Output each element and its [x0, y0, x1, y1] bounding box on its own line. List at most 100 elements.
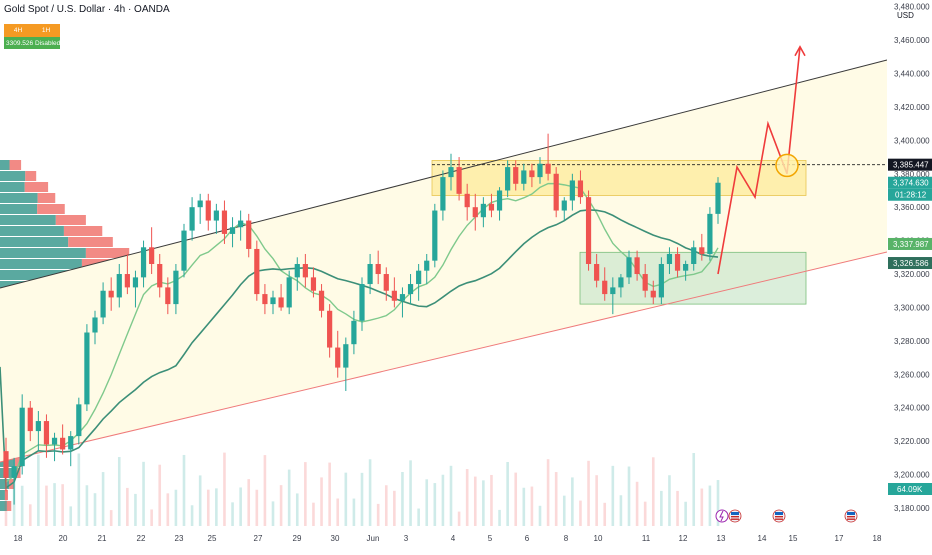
x-tick-label: 4	[451, 534, 456, 543]
y-tick-label: 3,260.000	[894, 370, 930, 379]
candle-body	[270, 297, 276, 305]
event-icons[interactable]	[715, 509, 858, 523]
volume-bars	[4, 452, 720, 526]
candle-body	[585, 197, 592, 264]
x-tick-label: 14	[758, 534, 767, 543]
candle-body	[440, 177, 446, 211]
x-tick-label: 15	[789, 534, 798, 543]
resistance-zone[interactable]	[431, 160, 807, 196]
vp-sell-bar	[68, 237, 113, 247]
candle-body	[658, 264, 664, 298]
candle-body	[561, 200, 567, 211]
candle-body	[84, 332, 90, 405]
candle-body	[254, 248, 260, 295]
volume-bar	[37, 454, 40, 526]
x-tick-label: 11	[642, 534, 651, 543]
x-tick-label: Jun	[367, 534, 380, 543]
volume-bar	[627, 466, 631, 526]
x-tick-label: 10	[594, 534, 603, 543]
projection-arrowhead	[794, 45, 806, 57]
lightning-glyph-icon	[719, 510, 724, 522]
volume-bar	[117, 457, 121, 526]
candle-body	[157, 264, 163, 288]
x-tick-label: 29	[293, 534, 302, 543]
vp-buy-bar	[0, 479, 10, 489]
timeframe-widget[interactable]: 4H 1H 3309.526 Disabled	[4, 24, 61, 50]
vp-buy-bar	[0, 204, 38, 214]
volume-bar	[279, 485, 283, 526]
volume-bar	[126, 487, 129, 526]
candle-body	[407, 284, 414, 295]
volume-bar	[562, 495, 566, 526]
channel-lower-line[interactable]	[0, 251, 888, 463]
volume-bar	[45, 485, 48, 526]
volume-bar	[4, 488, 8, 526]
candle-body	[108, 290, 114, 298]
volume-bar	[417, 508, 420, 526]
volume-bar	[514, 472, 518, 526]
candle-body	[480, 203, 486, 218]
volume-bar	[271, 501, 275, 526]
target-circle[interactable]	[775, 153, 799, 178]
vp-sell-bar	[55, 215, 86, 225]
candle-body	[683, 264, 689, 271]
x-tick-label: 6	[525, 534, 530, 543]
volume-bar	[700, 488, 704, 526]
vp-buy-bar	[0, 226, 64, 236]
candle-body	[674, 253, 681, 271]
volume-bar	[643, 501, 647, 526]
vp-sell-bar	[14, 457, 22, 467]
vp-buy-bar	[0, 171, 26, 181]
volume-bar	[93, 493, 97, 526]
volume-bar	[206, 489, 210, 526]
candle-body	[213, 210, 219, 221]
flag-stripe-icon	[847, 516, 855, 518]
volume-bar	[684, 501, 687, 526]
candle-body	[327, 310, 333, 348]
chart-title: Gold Spot / U.S. Dollar · 4h · OANDA	[4, 4, 170, 15]
y-tick-label: 3,240.000	[894, 404, 930, 413]
candle-body	[383, 274, 389, 291]
volume-bar	[231, 502, 234, 526]
countdown-label: 01:28:12	[895, 191, 927, 200]
vp-buy-bar	[0, 160, 10, 170]
candle-body	[399, 294, 406, 301]
candle-body	[569, 180, 575, 201]
x-tick-label: 22	[137, 534, 146, 543]
candle-body	[92, 317, 98, 333]
candle-body	[699, 247, 705, 254]
projection-arrow[interactable]	[717, 46, 801, 275]
flag-stripe-icon	[775, 512, 783, 515]
x-tick-label: 12	[679, 534, 688, 543]
volume-bar	[676, 490, 679, 526]
candle-body	[472, 207, 478, 218]
flag-stripe-icon	[731, 516, 739, 518]
vp-sell-bar	[63, 226, 103, 236]
tf-1h-button[interactable]: 1H	[32, 24, 60, 37]
vp-buy-bar	[0, 182, 25, 192]
volume-bar	[376, 503, 380, 526]
candle-body	[173, 270, 179, 305]
vp-buy-bar	[0, 259, 82, 269]
candle-body	[149, 247, 155, 264]
time-axis[interactable]: 18 20 21 22 23 25 27 29 30 Jun 3 4 5 6 8 10 11 12 13 14 15 17…	[0, 528, 887, 550]
price-tag: 3309.526 Disabled	[4, 37, 61, 49]
lightning-event-icon[interactable]	[715, 509, 729, 523]
tf-4h-button[interactable]: 4H	[4, 24, 32, 37]
candle-body	[197, 200, 203, 208]
candle-body	[238, 220, 244, 228]
flag-stripe-icon	[731, 518, 739, 520]
price-axis[interactable]: USD 3,180.000 3,200.000 3,220.000 3,240.000 3…	[887, 0, 932, 550]
volume-bar	[61, 484, 64, 526]
channel-upper-line[interactable]	[0, 59, 888, 289]
volume-bar	[708, 485, 712, 526]
time-axis-bg	[0, 528, 887, 550]
candle-body	[165, 287, 171, 305]
volume-bar	[20, 485, 24, 526]
candle-body	[351, 320, 357, 345]
volume-bar	[142, 461, 145, 526]
volume-bar	[134, 493, 137, 526]
candle-body	[140, 247, 147, 278]
